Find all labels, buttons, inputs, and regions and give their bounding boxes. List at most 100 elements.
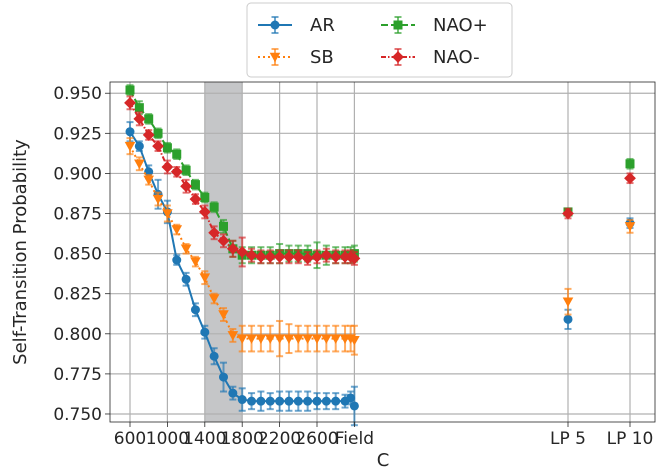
- data-point-sb: [330, 334, 341, 344]
- data-point-sb: [199, 273, 211, 283]
- data-point-nao-minus: [181, 165, 191, 175]
- legend-entry-nao-minus: NAO-: [381, 47, 480, 68]
- data-point-sb: [180, 244, 192, 255]
- data-point-nao-minus: [198, 206, 211, 218]
- legend-label-ar: AR: [310, 15, 335, 36]
- x-tick-label: 1000: [146, 429, 189, 449]
- data-point-sb: [321, 334, 332, 344]
- y-tick-label: 0.775: [53, 365, 102, 385]
- y-tick-label: 0.825: [53, 285, 102, 305]
- data-point-nao-minus: [311, 250, 323, 263]
- legend-marker-nao-minus: [392, 51, 404, 63]
- legend-entry-sb: SB: [258, 47, 334, 68]
- legend-entry-ar: AR: [258, 15, 335, 36]
- data-point-ar: [265, 396, 275, 406]
- y-tick-label: 0.875: [53, 205, 102, 225]
- y-axis-label: Self-Transition Probability: [10, 139, 31, 365]
- data-point-nao-minus: [162, 143, 172, 153]
- data-point-sb: [171, 225, 183, 235]
- data-point-sb: [124, 141, 136, 152]
- data-point-ar: [181, 274, 191, 284]
- data-point-ar: [346, 393, 356, 403]
- y-tick-label: 0.950: [53, 84, 102, 104]
- data-point-nao-minus: [273, 250, 286, 263]
- data-point-nao-minus: [236, 246, 249, 258]
- data-point-ar: [219, 372, 228, 382]
- data-point-ar: [331, 396, 341, 406]
- data-point-ar: [134, 141, 144, 151]
- data-point-sb: [311, 334, 323, 344]
- data-point-nao-minus: [125, 85, 135, 95]
- data-point-sb: [208, 294, 220, 304]
- data-point-sb: [143, 175, 154, 186]
- data-point-ar: [293, 396, 303, 406]
- data-point-ar: [284, 396, 294, 406]
- data-point-ar-lp5: [563, 314, 573, 324]
- data-point-ar: [200, 327, 210, 337]
- data-point-nao-minus: [226, 242, 239, 255]
- data-point-nao-minus: [152, 140, 164, 153]
- data-point-ar: [321, 396, 331, 406]
- plot-background: [110, 82, 655, 422]
- y-tick-label: 0.800: [53, 325, 102, 345]
- data-point-nao-minus: [161, 161, 174, 173]
- series-layer: [124, 84, 636, 427]
- data-point-sb-field: [349, 335, 360, 346]
- legend-marker-sb: [269, 52, 281, 63]
- data-point-nao-minus-field: [348, 252, 361, 265]
- data-point-ar: [256, 396, 266, 406]
- data-point-ar: [303, 396, 313, 406]
- data-point-nao-minus: [144, 114, 154, 124]
- x-tick-label: Field: [335, 429, 374, 449]
- data-point-ar: [275, 396, 285, 406]
- legend-marker-nao-minus: [393, 20, 403, 30]
- data-point-sb: [190, 257, 201, 267]
- data-point-ar: [237, 395, 247, 405]
- data-point-sb: [264, 334, 276, 344]
- data-point-nao-minus: [264, 250, 277, 263]
- y-tick-label: 0.925: [53, 124, 102, 144]
- x-axis-label: C: [377, 450, 390, 469]
- data-point-nao-minus: [133, 112, 146, 125]
- legend-entry-nao-minus: NAO+: [381, 15, 488, 36]
- data-point-ar: [190, 305, 200, 315]
- data-point-nao-minus-lp5: [562, 207, 574, 220]
- data-point-sb-lp5: [562, 297, 574, 308]
- data-point-nao-minus: [189, 193, 202, 205]
- x-tick-label: 600: [114, 429, 146, 449]
- data-point-nao-minus: [142, 129, 155, 141]
- data-point-nao-minus: [180, 180, 192, 193]
- data-point-sb: [274, 334, 285, 344]
- data-point-nao-minus: [301, 252, 314, 265]
- data-point-nao-minus: [200, 192, 210, 202]
- data-point-sb: [152, 194, 164, 205]
- data-point-sb: [236, 334, 248, 344]
- data-point-nao-minus: [219, 221, 228, 231]
- data-point-sb-lp10: [624, 222, 636, 232]
- y-tick-label: 0.900: [53, 164, 102, 184]
- x-tick-label: 1800: [221, 429, 264, 449]
- plot-frame: [109, 81, 656, 423]
- data-point-nao-minus: [245, 249, 258, 262]
- data-point-nao-minus: [329, 250, 342, 263]
- data-point-nao-minus: [217, 234, 230, 247]
- data-point-nao-minus: [124, 96, 136, 109]
- data-point-nao-minus-lp10: [625, 159, 635, 169]
- legend-frame: [246, 2, 513, 78]
- data-point-nao-minus: [292, 250, 305, 263]
- data-point-ar: [125, 127, 135, 137]
- data-point-nao-minus: [283, 250, 295, 263]
- data-point-nao-minus: [320, 249, 333, 262]
- data-point-nao-minus: [170, 165, 183, 178]
- legend: AR SB NAO+ NAO-: [246, 2, 513, 78]
- legend-label-sb: SB: [310, 47, 334, 68]
- y-tick-label: 0.750: [53, 405, 102, 425]
- data-point-sb: [246, 334, 257, 344]
- data-point-sb: [227, 331, 239, 341]
- data-point-sb: [255, 334, 267, 344]
- data-point-nao-minus: [255, 250, 267, 263]
- y-tick-label: 0.850: [53, 245, 102, 265]
- data-point-sb: [218, 310, 229, 320]
